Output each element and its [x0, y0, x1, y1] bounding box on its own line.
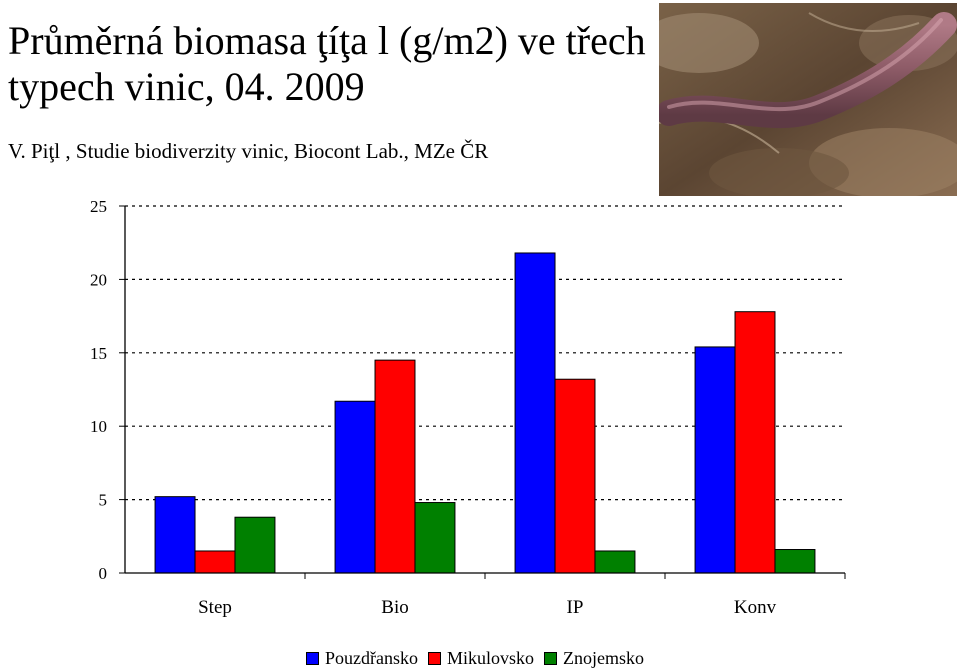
bar-bio-znojemsko	[414, 502, 456, 574]
y-tick-label: 25	[90, 197, 107, 216]
x-tick-label: IP	[567, 597, 584, 618]
bar-ip-znojemsko	[594, 550, 636, 574]
bar-konv-pouzdřansko	[694, 346, 736, 574]
legend-item-mikulovsko: Mikulovsko	[428, 648, 534, 669]
legend-item-znojemsko: Znojemsko	[544, 648, 644, 669]
chart-legend: Pouzdřansko Mikulovsko Znojemsko	[306, 647, 654, 669]
bar-ip-pouzdřansko	[514, 252, 556, 574]
chart-title: Průměrná biomasa ţíţa l (g/m2) ve třech …	[8, 18, 646, 109]
legend-swatch-pouzdransko	[306, 651, 319, 665]
legend-label-znojemsko: Znojemsko	[563, 647, 645, 668]
bar-step-znojemsko	[234, 516, 276, 574]
earthworm-photo	[659, 3, 957, 196]
legend-swatch-znojemsko	[544, 651, 558, 665]
legend-item-pouzdransko: Pouzdřansko	[306, 648, 418, 669]
legend-label-mikulovsko: Mikulovsko	[447, 647, 535, 668]
legend-label-pouzdransko: Pouzdřansko	[325, 647, 418, 668]
bar-step-mikulovsko	[194, 550, 236, 574]
bar-bio-mikulovsko	[374, 359, 416, 574]
bar-step-pouzdřansko	[154, 496, 196, 574]
bar-konv-znojemsko	[774, 549, 816, 574]
bar-bio-pouzdřansko	[334, 400, 376, 574]
y-tick-label: 5	[99, 491, 108, 510]
y-tick-label: 10	[90, 417, 107, 436]
y-tick-label: 20	[90, 270, 107, 289]
y-tick-label: 0	[99, 564, 108, 583]
x-tick-label: Step	[198, 597, 232, 618]
x-tick-label: Bio	[381, 597, 408, 618]
bar-ip-mikulovsko	[554, 378, 596, 574]
x-tick-label: Konv	[734, 597, 777, 618]
y-tick-label: 15	[90, 344, 107, 363]
bar-konv-mikulovsko	[734, 311, 776, 574]
legend-swatch-mikulovsko	[428, 651, 441, 665]
chart-subtitle: V. Piţl , Studie biodiverzity vinic, Bio…	[8, 139, 489, 163]
earthworm-photo-icon	[659, 3, 957, 196]
